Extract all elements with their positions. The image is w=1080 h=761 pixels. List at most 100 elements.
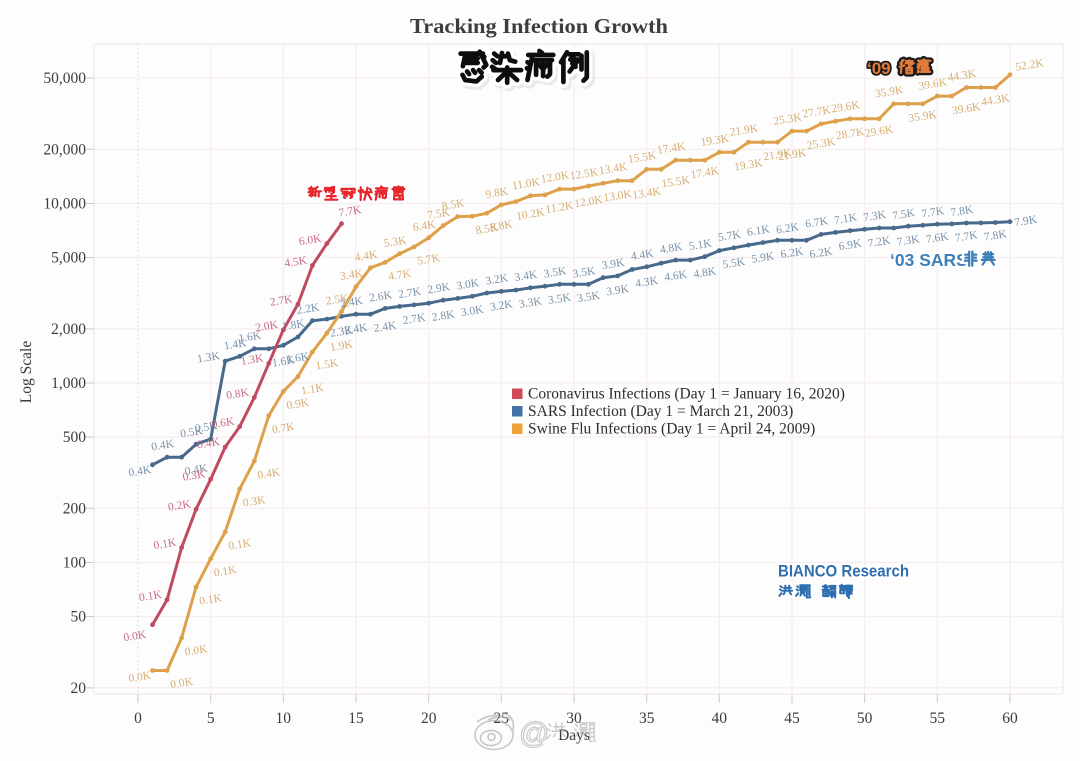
svg-text:11.2K: 11.2K: [545, 200, 575, 216]
svg-text:7.8K: 7.8K: [950, 204, 975, 220]
svg-text:1.3K: 1.3K: [240, 352, 265, 368]
svg-text:1.6K: 1.6K: [271, 354, 296, 370]
svg-text:2.7K: 2.7K: [402, 312, 427, 328]
svg-text:0.7K: 0.7K: [271, 421, 296, 437]
svg-text:12.0K: 12.0K: [540, 169, 571, 185]
svg-text:0.0K: 0.0K: [169, 676, 194, 692]
svg-text:10,000: 10,000: [43, 196, 86, 213]
svg-text:0.1K: 0.1K: [138, 589, 163, 605]
svg-text:0.1K: 0.1K: [228, 537, 253, 553]
svg-text:2.4K: 2.4K: [339, 295, 364, 311]
svg-text:3.5K: 3.5K: [572, 265, 597, 281]
svg-text:52.2K: 52.2K: [1015, 57, 1046, 73]
svg-text:10.2K: 10.2K: [515, 206, 546, 222]
svg-text:35: 35: [639, 710, 655, 727]
svg-text:6.2K: 6.2K: [780, 246, 805, 262]
svg-text:3.5K: 3.5K: [547, 291, 572, 307]
svg-text:0.1K: 0.1K: [198, 592, 223, 608]
svg-text:0.4K: 0.4K: [196, 436, 221, 452]
svg-text:35.9K: 35.9K: [908, 109, 939, 125]
svg-text:10: 10: [276, 710, 292, 727]
svg-text:1.4K: 1.4K: [223, 337, 248, 353]
svg-text:6.1K: 6.1K: [746, 223, 771, 239]
svg-text:8.5K: 8.5K: [441, 197, 466, 213]
svg-text:13.4K: 13.4K: [632, 185, 663, 201]
svg-text:7.7K: 7.7K: [921, 205, 946, 221]
svg-text:3.3K: 3.3K: [518, 295, 543, 311]
svg-text:0.3K: 0.3K: [242, 494, 267, 510]
svg-text:27.7K: 27.7K: [802, 104, 833, 120]
svg-text:0.8K: 0.8K: [225, 387, 250, 403]
svg-text:15.5K: 15.5K: [627, 150, 658, 166]
svg-text:4.3K: 4.3K: [634, 275, 659, 291]
svg-text:44.3K: 44.3K: [980, 92, 1011, 108]
svg-text:21.9K: 21.9K: [762, 147, 793, 163]
svg-text:35.9K: 35.9K: [874, 84, 905, 100]
svg-text:1.1K: 1.1K: [300, 382, 325, 398]
svg-text:20,000: 20,000: [43, 142, 86, 159]
svg-text:7.3K: 7.3K: [863, 209, 888, 225]
svg-text:0.1K: 0.1K: [153, 537, 178, 553]
svg-text:3.2K: 3.2K: [485, 272, 510, 288]
svg-text:2.7K: 2.7K: [269, 293, 294, 309]
svg-text:2.3K: 2.3K: [329, 324, 354, 340]
svg-text:0.0K: 0.0K: [128, 670, 153, 686]
svg-text:1,000: 1,000: [51, 375, 86, 392]
svg-text:5.3K: 5.3K: [383, 234, 408, 250]
svg-text:0.4K: 0.4K: [128, 464, 153, 480]
svg-text:3.2K: 3.2K: [489, 298, 514, 314]
svg-text:4.7K: 4.7K: [387, 268, 412, 284]
svg-text:0.5K: 0.5K: [179, 425, 204, 441]
svg-text:7.8K: 7.8K: [983, 228, 1008, 244]
svg-text:@: @: [519, 717, 549, 750]
svg-text:BIANCO Research: BIANCO Research: [778, 562, 909, 581]
svg-text:8.5K: 8.5K: [475, 222, 500, 238]
svg-text:‘03 SARS: ‘03 SARS: [890, 250, 968, 270]
svg-text:20: 20: [421, 710, 437, 727]
svg-text:200: 200: [63, 501, 87, 518]
svg-text:0.2K: 0.2K: [167, 498, 192, 514]
svg-text:0.6K: 0.6K: [211, 416, 236, 432]
svg-text:21.9K: 21.9K: [729, 122, 760, 138]
svg-text:15: 15: [348, 710, 364, 727]
svg-text:1.3K: 1.3K: [196, 350, 221, 366]
svg-text:19.3K: 19.3K: [733, 157, 764, 173]
svg-text:1.6K: 1.6K: [238, 330, 263, 346]
svg-text:SARS Infection (Day 1 = March: SARS Infection (Day 1 = March 21, 2003): [528, 403, 793, 420]
svg-text:9.8K: 9.8K: [485, 186, 510, 202]
svg-text:Swine Flu Infections (Day 1 =: Swine Flu Infections (Day 1 = April 24, …: [528, 421, 815, 438]
svg-text:6.9K: 6.9K: [838, 238, 863, 254]
svg-text:3.4K: 3.4K: [514, 269, 539, 285]
svg-text:13.0K: 13.0K: [603, 188, 634, 204]
svg-text:7.9K: 7.9K: [1014, 214, 1039, 230]
svg-text:29.6K: 29.6K: [831, 99, 862, 115]
svg-text:5.1K: 5.1K: [688, 237, 713, 253]
svg-text:50: 50: [857, 710, 873, 727]
svg-text:25.3K: 25.3K: [806, 136, 837, 152]
svg-text:3.4K: 3.4K: [339, 267, 364, 283]
svg-text:4.4K: 4.4K: [354, 249, 379, 265]
svg-text:100: 100: [63, 555, 87, 572]
svg-text:0.3K: 0.3K: [182, 468, 207, 484]
svg-text:1.9K: 1.9K: [329, 338, 354, 354]
svg-text:19.3K: 19.3K: [700, 133, 731, 149]
svg-text:‘09: ‘09: [867, 59, 891, 78]
svg-text:2.4K: 2.4K: [373, 319, 398, 335]
svg-text:5.9K: 5.9K: [751, 250, 776, 266]
svg-text:39.6K: 39.6K: [951, 101, 982, 117]
svg-text:17.4K: 17.4K: [690, 165, 721, 181]
svg-text:0.0K: 0.0K: [123, 629, 148, 645]
svg-text:7.5K: 7.5K: [892, 207, 917, 223]
svg-text:0.1K: 0.1K: [213, 564, 238, 580]
svg-text:11.0K: 11.0K: [511, 176, 541, 192]
svg-text:50,000: 50,000: [43, 70, 86, 87]
svg-text:28.7K: 28.7K: [835, 126, 866, 142]
svg-text:2.5K: 2.5K: [325, 292, 350, 308]
svg-text:60: 60: [1002, 710, 1018, 727]
svg-text:0.0K: 0.0K: [184, 643, 209, 659]
svg-text:4.4K: 4.4K: [630, 248, 655, 264]
svg-text:2.6K: 2.6K: [368, 289, 393, 305]
svg-text:2,000: 2,000: [51, 321, 86, 338]
svg-text:30: 30: [566, 710, 582, 727]
svg-text:3.5K: 3.5K: [543, 265, 568, 281]
